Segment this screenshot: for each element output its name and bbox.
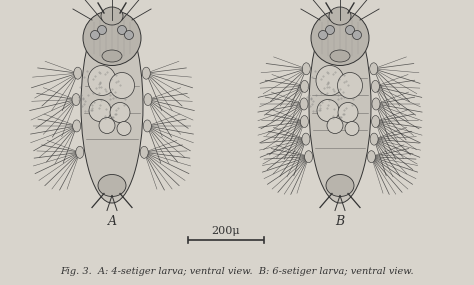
Circle shape (110, 103, 130, 123)
Ellipse shape (144, 93, 152, 105)
Circle shape (327, 117, 343, 133)
Ellipse shape (81, 8, 143, 203)
Ellipse shape (76, 146, 84, 158)
Ellipse shape (101, 7, 123, 25)
Circle shape (91, 30, 100, 40)
Ellipse shape (301, 115, 309, 128)
Circle shape (345, 121, 359, 135)
Circle shape (125, 30, 134, 40)
Circle shape (317, 99, 339, 121)
Ellipse shape (316, 66, 344, 95)
Ellipse shape (309, 8, 371, 203)
Text: Fig. 3.  A: 4-setiger larva; ventral view.  B: 6-setiger larva; ventral view.: Fig. 3. A: 4-setiger larva; ventral view… (60, 267, 414, 276)
Ellipse shape (140, 146, 148, 158)
Circle shape (117, 121, 131, 135)
Circle shape (98, 25, 107, 34)
Circle shape (319, 30, 328, 40)
Ellipse shape (372, 115, 380, 128)
Ellipse shape (88, 66, 116, 95)
Ellipse shape (305, 151, 313, 163)
Ellipse shape (326, 174, 354, 196)
Ellipse shape (83, 11, 141, 66)
Ellipse shape (98, 174, 126, 196)
Ellipse shape (372, 98, 380, 110)
Ellipse shape (73, 120, 81, 132)
Text: 200μ: 200μ (212, 226, 240, 236)
Ellipse shape (142, 67, 150, 79)
Ellipse shape (301, 80, 309, 92)
Circle shape (326, 25, 335, 34)
Ellipse shape (302, 63, 310, 75)
Ellipse shape (330, 50, 350, 62)
Circle shape (89, 99, 111, 121)
Circle shape (338, 103, 358, 123)
Ellipse shape (72, 93, 80, 105)
Ellipse shape (102, 50, 122, 62)
Ellipse shape (311, 11, 369, 66)
Ellipse shape (329, 7, 351, 25)
Text: B: B (336, 215, 345, 228)
Text: A: A (108, 215, 117, 228)
Ellipse shape (370, 133, 378, 145)
Circle shape (346, 25, 355, 34)
Ellipse shape (302, 133, 310, 145)
Ellipse shape (74, 67, 82, 79)
Ellipse shape (143, 120, 151, 132)
Ellipse shape (300, 98, 308, 110)
Ellipse shape (337, 72, 363, 99)
Circle shape (118, 25, 127, 34)
Circle shape (353, 30, 362, 40)
Ellipse shape (370, 63, 378, 75)
Ellipse shape (372, 80, 379, 92)
Ellipse shape (367, 151, 375, 163)
Ellipse shape (109, 72, 135, 99)
Circle shape (99, 117, 115, 133)
